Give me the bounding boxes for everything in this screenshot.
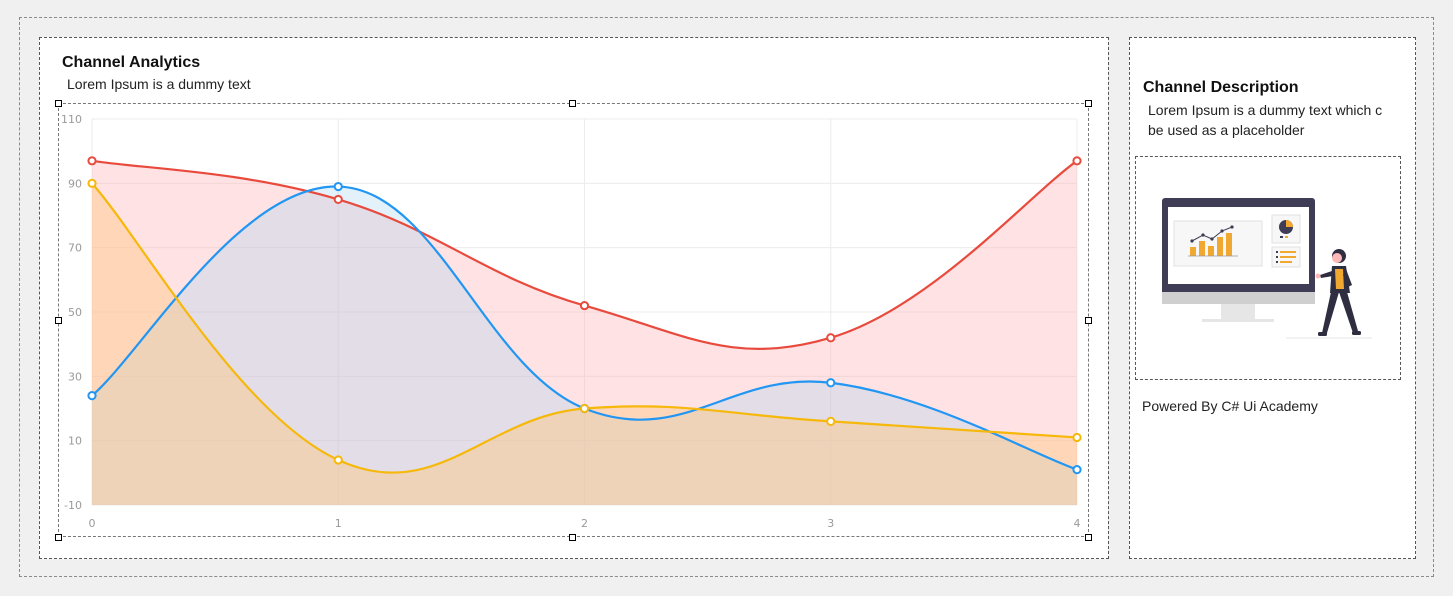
series-2-point-0[interactable]	[87, 178, 97, 188]
description-text: Lorem Ipsum is a dummy text which c be u…	[1148, 100, 1416, 140]
chart-title: Channel Analytics	[62, 54, 201, 71]
chart-grid	[91, 118, 1078, 506]
description-line-2: be used as a placeholder	[1148, 122, 1305, 138]
y-tick-label: 30	[68, 370, 82, 383]
form-frame	[19, 17, 1434, 577]
chart-subtitle: Lorem Ipsum is a dummy text	[67, 76, 251, 92]
x-tick-label: 1	[335, 517, 342, 530]
x-tick-label: 0	[89, 517, 96, 530]
y-tick-label: 50	[68, 306, 82, 319]
x-tick-label: 4	[1074, 517, 1081, 530]
resize-handle-bottom-right[interactable]	[1085, 534, 1092, 541]
y-tick-label: 110	[61, 113, 82, 126]
resize-handle-top-left[interactable]	[55, 100, 62, 107]
resize-handle-top-right[interactable]	[1085, 100, 1092, 107]
series-2-point-1[interactable]	[333, 455, 343, 465]
resize-handle-left[interactable]	[55, 317, 62, 324]
series-2-point-4[interactable]	[1072, 432, 1082, 443]
illustration-frame	[1135, 156, 1401, 380]
analytics-panel	[39, 37, 1109, 559]
x-tick-label: 3	[827, 517, 834, 530]
panel-divider	[1108, 37, 1129, 559]
resize-handle-bottom-left[interactable]	[55, 534, 62, 541]
series-0-point-0[interactable]	[87, 156, 97, 166]
series-0-point-1[interactable]	[333, 194, 343, 205]
series-1-point-4[interactable]	[1072, 465, 1082, 475]
series-2-line	[91, 182, 1078, 474]
y-tick-label: -10	[64, 499, 82, 512]
powered-by-footer: Powered By C# Ui Academy	[1142, 398, 1318, 414]
person-presenting-dashboard-icon	[1162, 198, 1372, 339]
series-0-point-2[interactable]	[579, 300, 590, 311]
resize-handle-bottom[interactable]	[569, 534, 576, 541]
series-2-point-3[interactable]	[826, 416, 836, 426]
series-1-point-0[interactable]	[87, 391, 97, 401]
series-1-line	[91, 185, 1078, 471]
description-title: Channel Description	[1143, 79, 1299, 96]
y-tick-label: 10	[68, 435, 82, 448]
series-1-point-1[interactable]	[333, 181, 343, 192]
resize-handle-right[interactable]	[1085, 317, 1092, 324]
series-2-point-2[interactable]	[579, 403, 590, 414]
series-1-point-3[interactable]	[826, 378, 836, 388]
description-line-1: Lorem Ipsum is a dummy text which c	[1148, 102, 1383, 118]
series-0-point-3[interactable]	[826, 333, 836, 343]
chart-points	[87, 156, 1082, 475]
chart-tick-labels: 110 90 70 50 30 10 -10 0 1 2 3 4	[61, 113, 1081, 530]
x-tick-label: 2	[581, 517, 588, 530]
y-tick-label: 70	[68, 242, 82, 255]
series-0-point-4[interactable]	[1072, 156, 1082, 166]
y-tick-label: 90	[68, 177, 82, 190]
resize-handle-top[interactable]	[569, 100, 576, 107]
